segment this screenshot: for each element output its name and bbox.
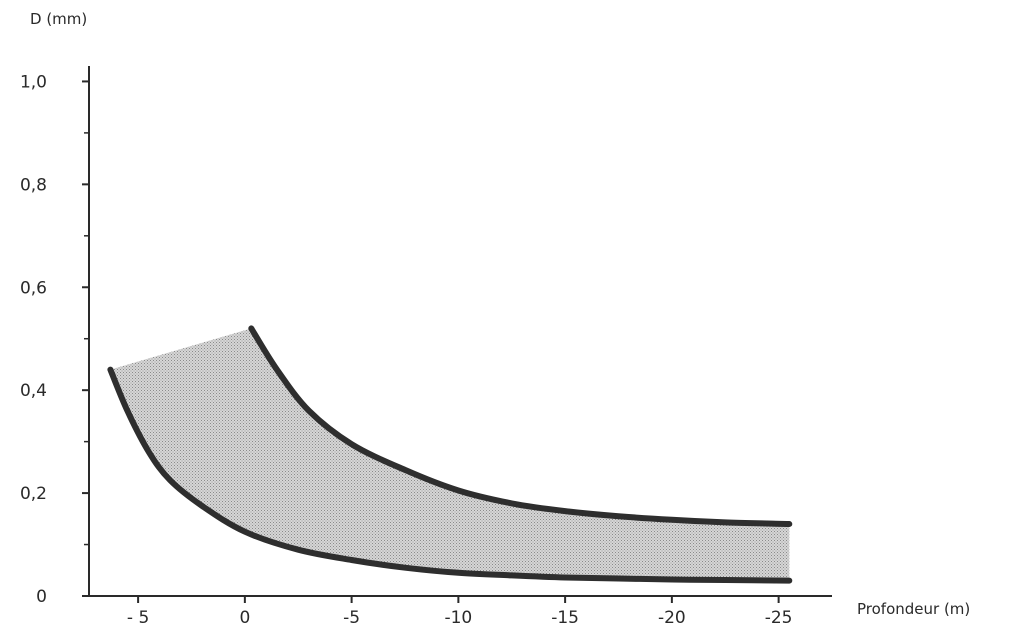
y-tick-label: 0,2 <box>20 484 47 504</box>
plot-area <box>107 325 793 584</box>
y-axis-title: D (mm) <box>30 10 87 28</box>
x-ticks: - 5 0 -5 -10 -15 -20 -25 <box>127 596 793 628</box>
x-tick-label: -15 <box>551 608 579 628</box>
upper-curve <box>248 325 793 527</box>
x-tick-label: -5 <box>343 608 360 628</box>
y-tick-label: 1,0 <box>20 72 47 92</box>
y-tick-label: 0,6 <box>20 278 47 298</box>
x-tick-label: -25 <box>765 608 793 628</box>
y-tick-label: 0,4 <box>20 381 47 401</box>
y-tick-label: 0 <box>36 587 47 607</box>
lower-curve <box>107 366 793 584</box>
x-tick-label: -20 <box>658 608 686 628</box>
x-axis-title: Profondeur (m) <box>857 600 970 618</box>
x-tick-label: - 5 <box>127 608 149 628</box>
x-tick-label: 0 <box>239 608 250 628</box>
x-tick-label: -10 <box>444 608 472 628</box>
envelope-band <box>110 328 790 581</box>
y-tick-label: 0,8 <box>20 175 47 195</box>
y-ticks: 0 0,2 0,4 0,6 0,8 1,0 <box>20 72 89 607</box>
